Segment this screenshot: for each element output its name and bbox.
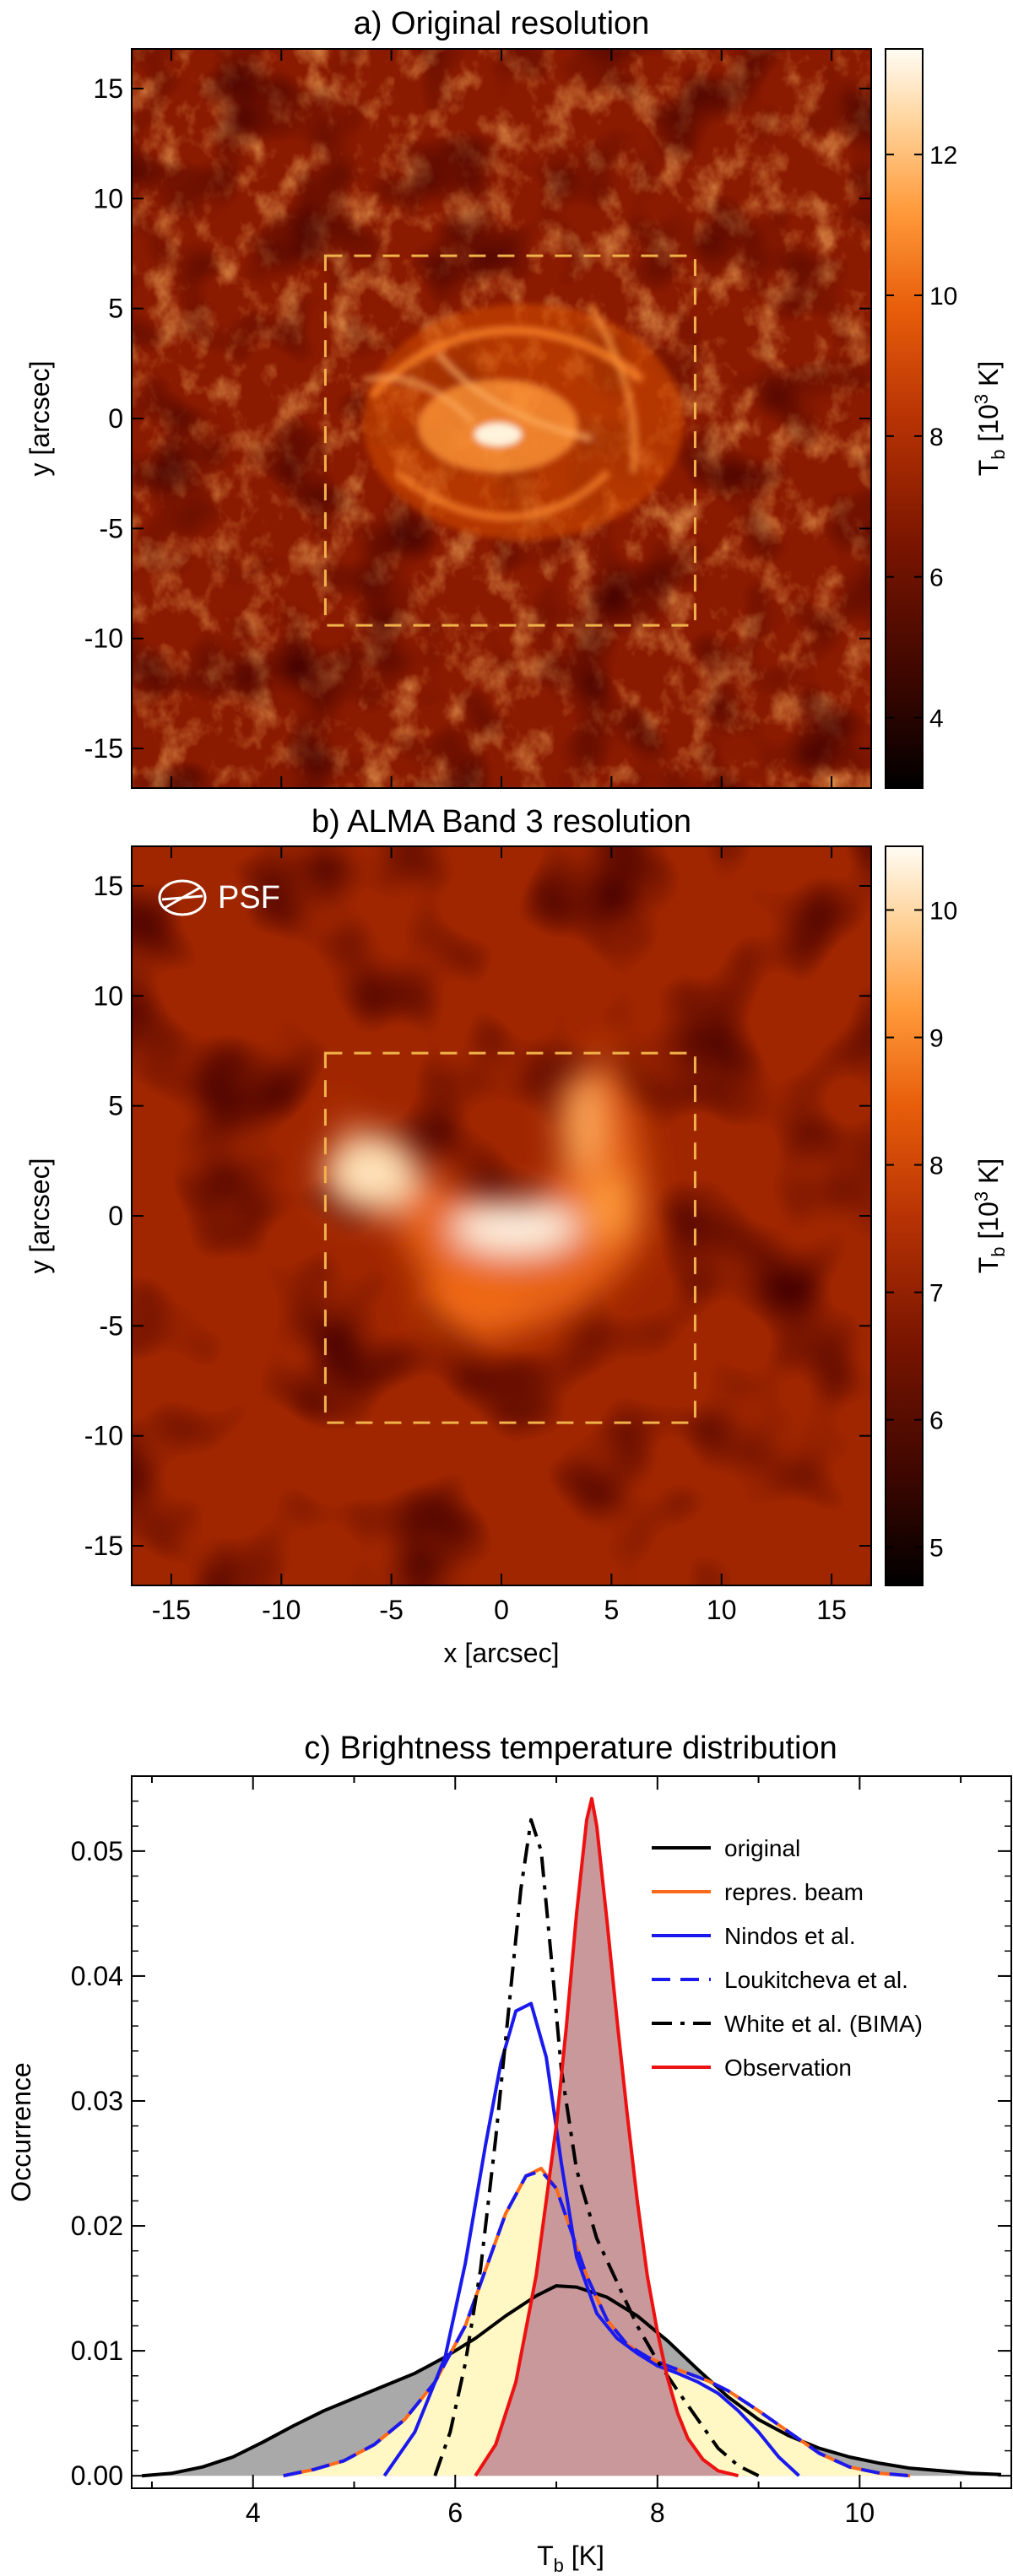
panel-b: b) ALMA Band 3 resolution PSF 15 10 5 0 -5 -1… [24, 804, 1009, 1668]
series-line-observation [474, 1796, 739, 2478]
psf-icon [158, 879, 207, 916]
chart-ytick-label: 0.00 [71, 2460, 123, 2491]
chart-xtick-label: 8 [650, 2498, 665, 2528]
xtick-label: -10 [262, 1595, 301, 1625]
series-line-nindos-et-al- [382, 2001, 800, 2477]
chart-xtick-label: 4 [246, 2498, 261, 2528]
ytick-label: 15 [93, 871, 123, 901]
panel-b-xlabel: x [arcsec] [444, 1638, 560, 1668]
panel-a-title: a) Original resolution [354, 6, 650, 41]
panel-a: a) Original resolution 15 10 5 0 -5 -10 -15 y … [24, 6, 1009, 789]
chart-axes: 4 6 8 10 0.00 0.01 0.02 0.03 0.04 0.05 [71, 1776, 1011, 2528]
series-line-original [141, 2284, 1002, 2478]
ytick-label: 10 [93, 980, 123, 1011]
colorbar-tick-label: 6 [929, 1407, 944, 1435]
panel-a-colorbar [885, 48, 924, 789]
chart-xtick-label: 10 [845, 2498, 875, 2528]
panel-b-axes: 15 10 5 0 -5 -10 -15 -15 -10 -5 0 5 10 15 [84, 846, 871, 1625]
legend-label: Observation [724, 2055, 852, 2081]
chart-lines [141, 1796, 1002, 2478]
panel-c: c) Brightness temperature distribution 4… [6, 1731, 1012, 2576]
panel-b-image: PSF [132, 846, 871, 1585]
panel-a-image [132, 49, 871, 788]
colorbar-tick-label: 7 [929, 1280, 944, 1308]
chart-ytick-label: 0.02 [71, 2211, 123, 2241]
series-line-loukitcheva-et-al- [283, 2168, 911, 2478]
chart-fills [142, 1798, 1001, 2476]
panel-a-colorbar-label: Tb [103 K] [971, 361, 1009, 477]
legend-label: original [724, 1835, 800, 1861]
chart-ytick-label: 0.05 [71, 1836, 123, 1866]
chart-ytick-label: 0.01 [71, 2336, 123, 2366]
colorbar-tick-label: 10 [929, 283, 957, 311]
colorbar-tick-label: 8 [929, 424, 944, 451]
xtick-label: -15 [152, 1595, 191, 1625]
chart-xlabel: Tb [K] [537, 2541, 604, 2576]
ytick-label: -5 [100, 1310, 123, 1341]
chart-ytick-label: 0.04 [71, 1961, 123, 1991]
panel-a-axes: 15 10 5 0 -5 -10 -15 [84, 49, 871, 788]
panel-a-bright-core [362, 302, 684, 540]
panel-b-colorbar-label: Tb [103 K] [971, 1158, 1009, 1274]
legend-label: White et al. (BIMA) [724, 2011, 923, 2037]
ytick-label: 0 [108, 1201, 123, 1231]
ytick-label: 15 [93, 73, 123, 104]
ytick-label: 5 [108, 1091, 123, 1121]
ytick-label: 10 [93, 183, 123, 213]
legend-label: repres. beam [724, 1879, 864, 1905]
chart-ytick-label: 0.03 [71, 2086, 123, 2116]
panel-b-colorbar [885, 845, 924, 1586]
colorbar-tick-label: 5 [929, 1535, 944, 1563]
psf-label: PSF [218, 880, 280, 915]
ytick-label: 0 [108, 403, 123, 434]
ytick-label: -15 [84, 1531, 123, 1561]
chart-frame [131, 1775, 1012, 2489]
panel-b-ylabel: y [arcsec] [24, 1158, 55, 1274]
chart-title: c) Brightness temperature distribution [304, 1731, 837, 1766]
colorbar-tick-label: 4 [929, 705, 944, 733]
colorbar-tick-label: 8 [929, 1153, 944, 1180]
xtick-label: 0 [494, 1595, 509, 1625]
legend-label: Nindos et al. [724, 1923, 856, 1949]
xtick-label: 5 [604, 1595, 619, 1625]
colorbar-tick-label: 6 [929, 564, 944, 592]
panel-b-colorbar-ticks: 10 9 8 7 6 5 [886, 898, 957, 1563]
ytick-label: 5 [108, 294, 123, 324]
ytick-label: -15 [84, 733, 123, 764]
ytick-label: -10 [84, 624, 123, 654]
colorbar-tick-label: 10 [929, 898, 957, 926]
colorbar-tick-label: 9 [929, 1025, 944, 1053]
xtick-label: 15 [816, 1595, 847, 1625]
xtick-label: -5 [379, 1595, 403, 1625]
panel-b-title: b) ALMA Band 3 resolution [311, 804, 691, 840]
panel-b-bright-core [325, 1046, 645, 1342]
chart-legend: original repres. beam Nindos et al. Loukitc… [652, 1835, 923, 2081]
panel-a-roi-box [323, 254, 696, 627]
ytick-label: -5 [100, 513, 123, 543]
xtick-label: 10 [707, 1595, 737, 1625]
chart-xtick-label: 6 [447, 2498, 463, 2528]
legend-label: Loukitcheva et al. [724, 1967, 908, 1993]
ytick-label: -10 [84, 1421, 123, 1451]
panel-a-colorbar-ticks: 12 10 8 6 4 [886, 142, 957, 733]
colorbar-tick-label: 12 [929, 142, 957, 170]
panel-b-roi-box [323, 1051, 696, 1424]
chart-ylabel: Occurrence [6, 2062, 36, 2201]
panel-a-ylabel: y [arcsec] [24, 361, 55, 477]
fill-observation [475, 1798, 739, 2476]
